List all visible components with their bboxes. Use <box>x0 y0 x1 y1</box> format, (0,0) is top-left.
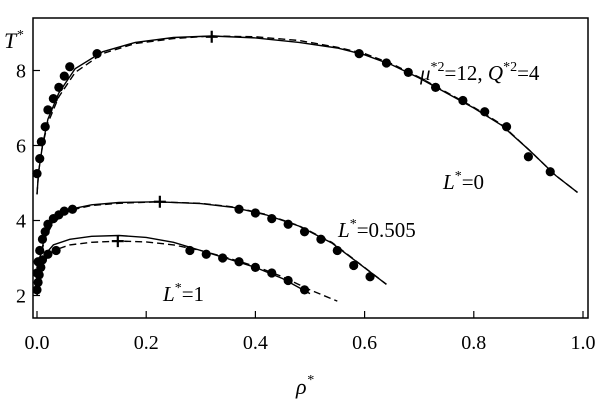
series-2-point-10 <box>234 257 244 267</box>
series-2-critical-point <box>111 235 124 248</box>
y-axis-title: T* <box>4 28 23 53</box>
series-1-point-16 <box>332 245 342 256</box>
series-0-point-5 <box>48 94 58 104</box>
series-0-point-3 <box>40 122 50 132</box>
series-1-point-13 <box>283 219 293 229</box>
series-2-point-8 <box>201 249 211 259</box>
series-1-point-3 <box>37 234 48 244</box>
series-0-dashed-curve <box>36 35 578 195</box>
points-layer <box>32 49 555 295</box>
series-0-critical-point <box>205 30 218 43</box>
series-1-point-17 <box>349 260 359 271</box>
series-2-point-9 <box>218 253 228 263</box>
series-0-point-13 <box>430 82 441 92</box>
series-0-point-15 <box>480 107 490 117</box>
parameter-annotation: μ*2=12, Q*2=4 <box>419 60 540 85</box>
series-1-point-12 <box>267 214 277 224</box>
series-0-point-18 <box>545 167 555 177</box>
series-2-point-3 <box>36 262 46 272</box>
series-2-point-0 <box>32 285 42 295</box>
series-1-point-8 <box>59 206 69 216</box>
series-1-point-10 <box>234 204 244 214</box>
y-tick-label-1: 4 <box>16 211 26 233</box>
y-tick-label-0: 2 <box>16 286 26 308</box>
series-0-point-8 <box>65 62 75 72</box>
series-1-point-4 <box>40 227 50 237</box>
axis-ticks: 0.0 0.2 0.4 0.6 0.8 1.0 2 4 6 8 <box>16 61 596 355</box>
series-2-point-12 <box>267 268 277 278</box>
series-0-point-1 <box>35 154 45 164</box>
series-2-point-14 <box>299 285 310 295</box>
series-0-point-6 <box>54 82 64 92</box>
series-1-point-15 <box>316 234 326 244</box>
series-0-point-17 <box>523 152 534 162</box>
x-tick-label-1: 0.2 <box>134 332 159 354</box>
series-1-solid-curve <box>36 201 387 285</box>
series-2-point-2 <box>34 270 44 280</box>
series-2-point-11 <box>250 262 260 272</box>
series-0-point-9 <box>92 49 102 59</box>
x-tick-label-2: 0.4 <box>243 332 268 354</box>
series-label-l0: L*=0 <box>442 169 484 194</box>
series-1-point-18 <box>365 272 375 282</box>
y-tick-label-3: 8 <box>16 61 26 83</box>
series-0-point-12 <box>403 67 413 77</box>
x-tick-label-4: 0.8 <box>461 332 486 354</box>
x-axis-title: ρ* <box>295 373 314 399</box>
series-1-point-2 <box>35 245 45 256</box>
series-1-dashed-curve <box>36 201 387 285</box>
series-1-critical-point <box>153 195 166 208</box>
series-label-l0505: L*=0.505 <box>337 217 416 242</box>
series-2-dashed-curve <box>36 240 338 302</box>
series-2-point-5 <box>43 249 53 259</box>
series-2-point-13 <box>283 275 293 286</box>
series-2-point-7 <box>185 245 195 256</box>
series-0-point-4 <box>43 105 53 115</box>
series-1-point-14 <box>299 227 310 237</box>
series-0-point-10 <box>354 49 364 59</box>
x-tick-label-0: 0.0 <box>25 332 50 354</box>
series-0-point-14 <box>458 95 468 106</box>
x-tick-label-3: 0.6 <box>352 332 377 354</box>
series-0-point-11 <box>381 58 392 68</box>
series-0-point-2 <box>36 137 46 147</box>
series-2-point-1 <box>33 277 43 287</box>
series-1-point-11 <box>250 208 260 218</box>
x-tick-label-5: 1.0 <box>571 332 596 354</box>
series-0-point-7 <box>59 71 69 81</box>
y-tick-label-2: 6 <box>16 136 26 158</box>
series-2-point-6 <box>51 245 61 256</box>
series-label-l1: L*=1 <box>162 281 204 306</box>
series-1-point-9 <box>67 204 78 214</box>
series-0-solid-curve <box>36 35 578 195</box>
plot-frame <box>32 17 589 319</box>
critical-points-layer <box>111 30 218 248</box>
series-0-point-16 <box>501 122 512 132</box>
series-0-point-0 <box>32 169 42 179</box>
